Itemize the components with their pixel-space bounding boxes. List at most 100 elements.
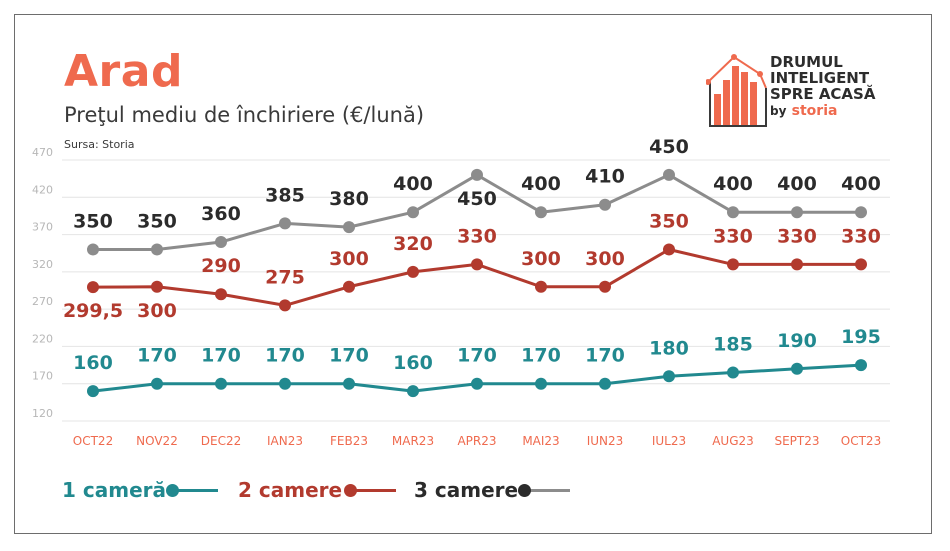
data-label-1-camera: 185 [713,334,753,356]
logo-line-3: SPRE ACASĂ [770,85,876,103]
logo-brand: storia [791,103,838,119]
legend-label-2-camere: 2 camere [238,478,343,502]
data-label-1-camera: 170 [265,345,305,367]
data-label-3-camere: 400 [521,173,561,195]
data-label-2-camere: 299,5 [63,300,123,322]
data-point-2-camere [215,288,227,301]
data-label-2-camere: 300 [329,248,369,270]
data-label-2-camere: 330 [713,225,753,247]
data-label-1-camera: 160 [393,352,433,374]
data-label-2-camere: 300 [137,300,177,322]
logo-text: DRUMUL INTELIGENT SPRE ACASĂ by storia [770,54,875,119]
x-tick-label: IUN23 [587,434,624,448]
chart-legend: 1 cameră 2 camere 3 camere [0,478,950,506]
data-label-2-camere: 300 [521,248,561,270]
data-point-3-camere [151,243,163,256]
y-tick-label: 370 [32,221,53,234]
y-tick-label: 270 [32,295,53,308]
y-tick-label: 320 [32,258,53,271]
bar-chart-house-icon [706,54,767,127]
logo-line-2: INTELIGENT [770,69,870,87]
legend-label-1-camera: 1 cameră [62,478,166,502]
data-point-1-camera [535,377,547,390]
data-point-1-camera [87,385,99,398]
data-point-3-camere [663,168,675,181]
data-label-2-camere: 275 [265,266,305,288]
data-label-1-camera: 170 [329,345,369,367]
chart-frame [14,14,932,534]
data-label-3-camere: 385 [265,184,305,206]
data-label-3-camere: 360 [201,203,241,225]
data-label-1-camera: 170 [201,345,241,367]
data-label-1-camera: 170 [457,345,497,367]
data-label-2-camere: 330 [777,225,817,247]
data-label-2-camere: 290 [201,255,241,277]
data-point-2-camere [87,281,99,294]
y-tick-label: 420 [32,183,53,196]
chart-subtitle: Preţul mediu de închiriere (€/lună) [64,103,425,127]
data-point-2-camere [727,258,739,271]
data-label-2-camere: 320 [393,233,433,255]
data-label-2-camere: 330 [841,225,881,247]
data-point-2-camere [855,258,867,271]
data-label-1-camera: 170 [521,345,561,367]
chart-title: Arad [64,46,183,97]
data-label-3-camere: 400 [841,173,881,195]
legend-line-1-camera [170,489,218,492]
storia-logo: DRUMUL INTELIGENT SPRE ACASĂ by storia [706,52,906,132]
data-label-3-camere: 350 [73,210,113,232]
logo-line-1: DRUMUL [770,53,843,71]
data-point-1-camera [663,370,675,383]
x-tick-label: MAI23 [522,434,559,448]
legend-label-3-camere: 3 camere [414,478,519,502]
data-label-3-camere: 400 [713,173,753,195]
data-label-2-camere: 330 [457,225,497,247]
legend-marker-3-camere [518,484,531,497]
data-label-2-camere: 350 [649,210,689,232]
x-tick-label: OCT23 [841,434,881,448]
legend-line-2-camere [348,489,396,492]
data-point-2-camere [599,280,611,293]
data-label-3-camere: 400 [393,173,433,195]
data-point-1-camera [407,385,419,398]
data-point-2-camere [279,299,291,312]
data-point-2-camere [343,280,355,293]
y-tick-label: 220 [32,332,53,345]
legend-marker-2-camere [344,484,357,497]
data-point-2-camere [791,258,803,271]
data-point-1-camera [471,377,483,390]
y-tick-label: 120 [32,407,53,420]
x-tick-label: DEC22 [201,434,241,448]
data-label-1-camera: 195 [841,326,881,348]
data-point-3-camere [855,206,867,219]
data-label-3-camere: 350 [137,210,177,232]
data-point-1-camera [855,359,867,372]
data-label-3-camere: 400 [777,173,817,195]
data-point-3-camere [471,168,483,181]
data-label-3-camere: 450 [649,136,689,158]
x-tick-label: IUL23 [652,434,686,448]
data-point-1-camera [343,377,355,390]
data-label-1-camera: 170 [585,345,625,367]
data-point-3-camere [279,217,291,230]
chart-source: Sursa: Storia [64,138,135,151]
data-label-3-camere: 450 [457,188,497,210]
data-point-3-camere [215,236,227,249]
x-tick-label: MAR23 [392,434,434,448]
data-point-3-camere [87,243,99,256]
data-point-2-camere [151,280,163,293]
data-label-1-camera: 190 [777,330,817,352]
y-tick-label: 470 [32,146,53,159]
x-tick-label: IAN23 [267,434,303,448]
data-label-3-camere: 380 [329,188,369,210]
x-tick-label: OCT22 [73,434,113,448]
legend-marker-1-camera [166,484,179,497]
data-point-1-camera [215,377,227,390]
x-tick-label: AUG23 [712,434,754,448]
data-label-1-camera: 160 [73,352,113,374]
data-point-1-camera [791,362,803,375]
data-point-2-camere [471,258,483,271]
data-label-2-camere: 300 [585,248,625,270]
data-point-1-camera [599,377,611,390]
